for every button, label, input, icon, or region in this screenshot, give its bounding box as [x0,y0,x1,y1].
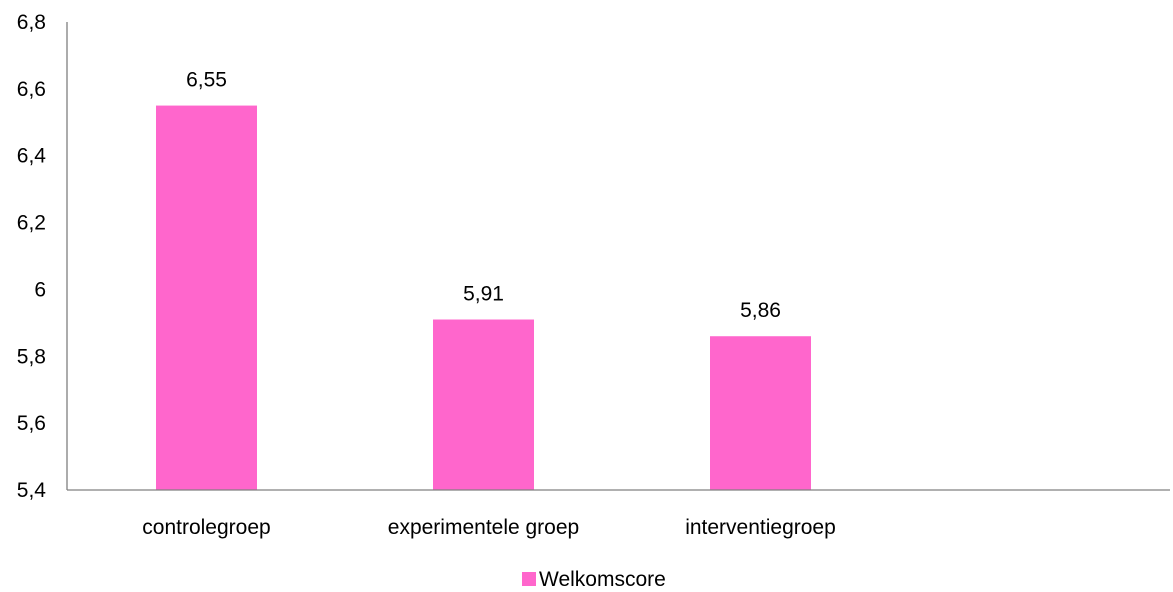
x-category-label: controlegroep [142,516,270,539]
y-tick-label: 6,4 [17,145,47,168]
legend-label: Welkomscore [539,568,666,591]
legend: Welkomscore [522,568,666,591]
bar [433,319,534,490]
y-tick-label: 6,8 [17,11,46,34]
y-tick-label: 6,2 [17,212,46,235]
legend-swatch [522,572,536,586]
x-axis-category-labels: controlegroep experimentele groep interven… [142,516,836,539]
y-tick-label: 6,6 [17,78,46,101]
y-axis-ticks: 5,4 5,6 5,8 6 6,2 6,4 6,6 6,8 [17,11,47,502]
data-label: 5,86 [740,299,781,322]
y-tick-label: 5,4 [17,479,47,502]
y-tick-label: 5,8 [17,345,46,368]
bar [156,105,257,491]
x-category-label: interventiegroep [685,516,836,539]
x-category-label: experimentele groep [388,516,579,539]
bar [710,336,811,490]
data-label: 6,55 [186,69,227,92]
bars [156,105,811,491]
data-label: 5,91 [463,283,504,306]
y-tick-label: 5,6 [17,412,46,435]
y-tick-label: 6 [34,278,46,301]
data-labels: 6,55 5,91 5,86 [186,69,781,323]
